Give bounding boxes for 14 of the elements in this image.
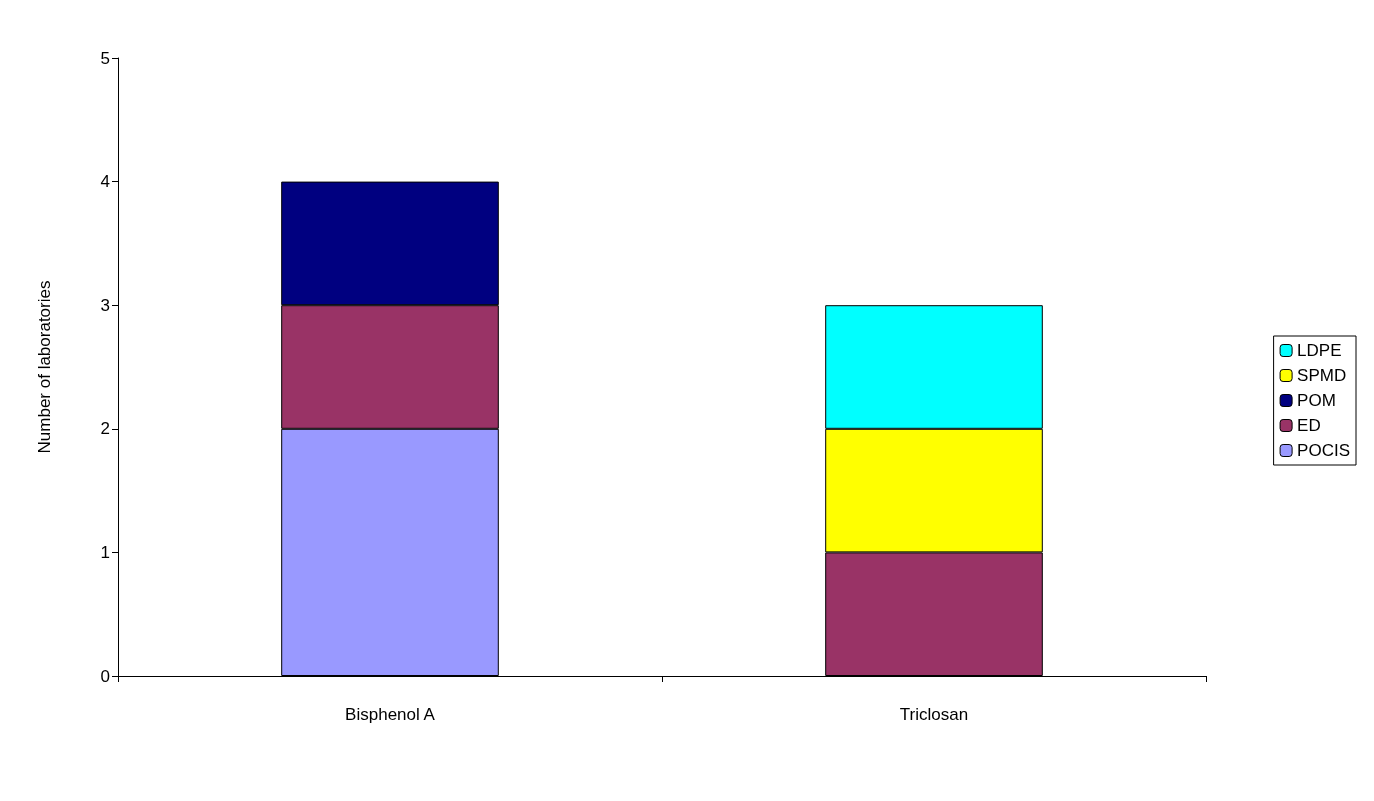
legend-label: POCIS: [1297, 441, 1351, 460]
y-tick-label: 0: [100, 666, 110, 686]
y-tick-label: 5: [100, 48, 110, 68]
legend-label: LDPE: [1297, 341, 1342, 360]
legend-label: POM: [1297, 391, 1336, 410]
y-tick-label: 3: [100, 295, 110, 315]
y-tick-label: 2: [100, 419, 110, 439]
legend-label: SPMD: [1297, 366, 1347, 385]
legend-label: ED: [1297, 416, 1321, 435]
y-tick-label: 4: [100, 172, 110, 192]
x-tick-label: Triclosan: [899, 705, 969, 724]
x-tick-label: Bisphenol A: [345, 705, 436, 724]
y-tick-label: 1: [100, 542, 110, 562]
y-axis-title: Number of laboratories: [35, 280, 54, 454]
